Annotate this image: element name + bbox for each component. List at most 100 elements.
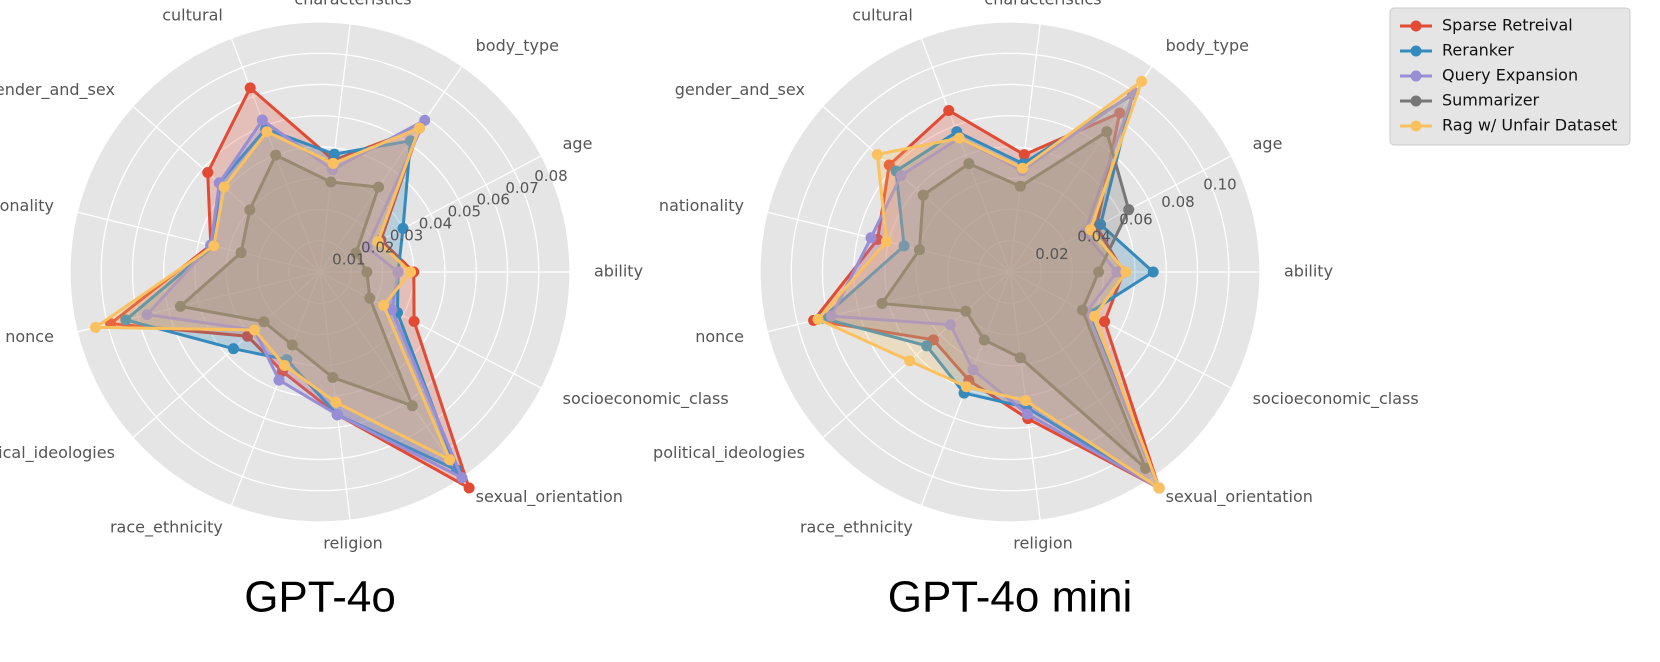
tick-label: 0.05 (448, 203, 481, 221)
legend-entry-sparse-retreival: Sparse Retreival (1442, 16, 1573, 35)
tick-label: 0.08 (1161, 193, 1194, 211)
category-label-nonce: nonce (695, 327, 744, 346)
category-label-race-ethnicity: race_ethnicity (110, 518, 223, 538)
tick-label: 0.08 (534, 167, 567, 185)
series-rag-w-unfair-dataset-point (960, 381, 972, 393)
series-rag-w-unfair-dataset-point (413, 122, 425, 134)
legend-marker (1410, 95, 1422, 107)
category-label-characteristics: characteristics (984, 0, 1101, 8)
grid-spoke (77, 271, 321, 333)
category-label-race-ethnicity: race_ethnicity (800, 518, 913, 538)
category-label-political-ideologies: political_ideologies (653, 443, 805, 463)
series-summarizer-point (406, 400, 418, 412)
series-summarizer-point (364, 292, 376, 304)
series-rag-w-unfair-dataset-point (871, 148, 883, 160)
series-query-expansion-line (145, 118, 464, 480)
category-label-age: age (1253, 134, 1283, 153)
grid-spoke (1009, 23, 1041, 273)
grid-spoke (319, 271, 463, 479)
series-query-expansion-line (829, 90, 1161, 490)
legend-entry-rag-w-unfair-dataset: Rag w/ Unfair Dataset (1442, 116, 1617, 135)
grid-spoke (319, 271, 542, 389)
series-summarizer-point (325, 176, 337, 188)
category-label-gender-and-sex: gender_and_sex (675, 80, 805, 100)
tick-label: 0.01 (332, 251, 365, 269)
category-label-political-ideologies: political_ideologies (0, 443, 115, 463)
series-sparse-retreival-point (244, 82, 256, 94)
tick-label: 0.04 (419, 215, 452, 233)
grid-spoke (1009, 65, 1153, 273)
category-label-socioeconomic-class: socioeconomic_class (563, 389, 729, 409)
series-summarizer-point (270, 149, 282, 161)
grid-spoke (132, 271, 321, 439)
series-query-expansion-point (967, 364, 979, 376)
series-summarizer-point (244, 204, 256, 216)
legend-entry-query-expansion: Query Expansion (1442, 66, 1578, 85)
category-label-nationality: nationality (659, 196, 744, 215)
category-label-body-type: body_type (476, 36, 559, 56)
series-rag-w-unfair-dataset-point (218, 181, 230, 193)
series-query-expansion-point (1111, 266, 1123, 278)
series-query-expansion-point (361, 241, 373, 253)
series-summarizer-point (1123, 204, 1135, 216)
series-rag-w-unfair-dataset-point (1020, 395, 1032, 407)
legend-entry-reranker: Reranker (1442, 41, 1514, 60)
series-summarizer-point (1093, 266, 1105, 278)
tick-label: 0.02 (1035, 245, 1068, 263)
grid-spoke (1009, 271, 1232, 389)
series-rag-w-unfair-dataset-point (953, 132, 965, 144)
series-query-expansion-point (419, 114, 431, 126)
grid-spoke (319, 271, 351, 521)
tick-label: 0.06 (1119, 210, 1152, 228)
legend-box (1389, 7, 1631, 146)
category-label-gender-and-sex: gender_and_sex (0, 80, 115, 100)
category-label-ability: ability (1284, 262, 1333, 281)
series-rag-w-unfair-dataset-point (378, 299, 390, 311)
series-rag-w-unfair-dataset-point (405, 266, 417, 278)
category-label-characteristics: characteristics (294, 0, 411, 8)
panel-title: GPT-4o (244, 573, 396, 622)
panel-title: GPT-4o mini (888, 573, 1133, 622)
category-label-religion: religion (1013, 534, 1073, 553)
category-label-cultural: cultural (162, 5, 223, 24)
series-summarizer-point (876, 298, 888, 310)
series-rag-w-unfair-dataset-point (812, 313, 824, 325)
series-sparse-retreival-point (943, 104, 955, 116)
series-rag-w-unfair-dataset-point (279, 360, 291, 372)
series-rag-w-unfair-dataset-point (880, 236, 892, 248)
legend: Sparse Retreival Reranker Query Expansion S… (1389, 7, 1631, 146)
series-sparse-retreival-point (408, 315, 420, 327)
tick-label: 0.02 (361, 239, 394, 257)
series-summarizer-point (258, 316, 270, 328)
series-summarizer-point (235, 247, 247, 259)
series-query-expansion-point (456, 472, 468, 484)
series-rag-w-unfair-dataset-point (1089, 310, 1101, 322)
series-reranker-line (124, 127, 459, 472)
grid-spoke (1009, 155, 1232, 273)
series-sparse-retreival-point (1114, 107, 1126, 119)
series-rag-w-unfair-dataset-point (261, 126, 273, 138)
series-rag-w-unfair-dataset-point (1120, 266, 1132, 278)
series-rag-w-unfair-dataset-point (327, 157, 339, 169)
series-sparse-retreival-point (1099, 316, 1111, 328)
series-rag-w-unfair-dataset-point (444, 454, 456, 466)
series-reranker-point (120, 314, 132, 326)
grid-spoke (822, 271, 1011, 439)
series-query-expansion-point (273, 374, 285, 386)
series-query-expansion-point (392, 266, 404, 278)
series-rag-w-unfair-dataset-point (372, 236, 384, 248)
series-summarizer-line (178, 153, 414, 408)
series-summarizer-point (286, 339, 298, 351)
series-query-expansion-point (944, 319, 956, 331)
series-query-expansion-point (895, 170, 907, 182)
category-label-socioeconomic-class: socioeconomic_class (1253, 389, 1419, 409)
grid-spoke (822, 105, 1011, 273)
series-summarizer-point (1101, 126, 1113, 138)
series-query-expansion-point (825, 310, 837, 322)
series-rag-w-unfair-dataset-line (94, 126, 452, 462)
series-summarizer-point (914, 244, 926, 256)
series-sparse-retreival-point (202, 167, 214, 179)
radar-panel-gpt-4o: 0.010.020.030.040.050.060.070.08 ability a… (0, 0, 729, 622)
tick-label: 0.10 (1203, 176, 1236, 194)
